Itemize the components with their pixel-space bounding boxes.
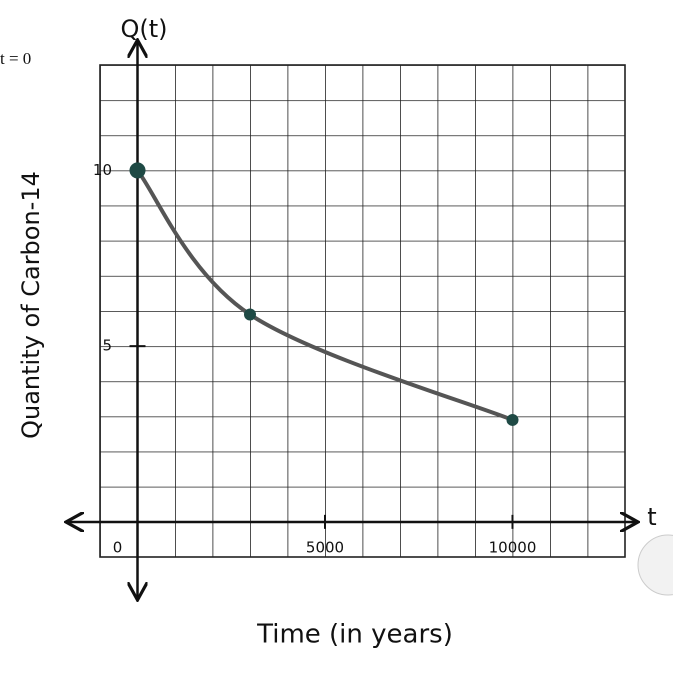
chart: t = 0 Q(t) t Time (in years) Quantity of… bbox=[0, 0, 673, 675]
point bbox=[507, 414, 519, 426]
grid bbox=[100, 65, 625, 557]
x-tick-label: 0 bbox=[113, 538, 123, 556]
y-tick-label: 10 bbox=[93, 161, 112, 179]
y-tick-label: 5 bbox=[102, 337, 112, 355]
point bbox=[130, 162, 146, 178]
x-tick-label: 5000 bbox=[306, 538, 344, 556]
chart-title: Q(t) bbox=[120, 15, 167, 43]
scroll-button bbox=[638, 535, 673, 595]
point bbox=[244, 309, 256, 321]
y-axis-label: Quantity of Carbon-14 bbox=[17, 171, 45, 439]
x-axis-label: Time (in years) bbox=[256, 620, 453, 650]
x-tick-label: 10000 bbox=[489, 538, 537, 556]
annotation: t = 0 bbox=[0, 49, 31, 68]
x-axis-name: t bbox=[647, 503, 656, 531]
